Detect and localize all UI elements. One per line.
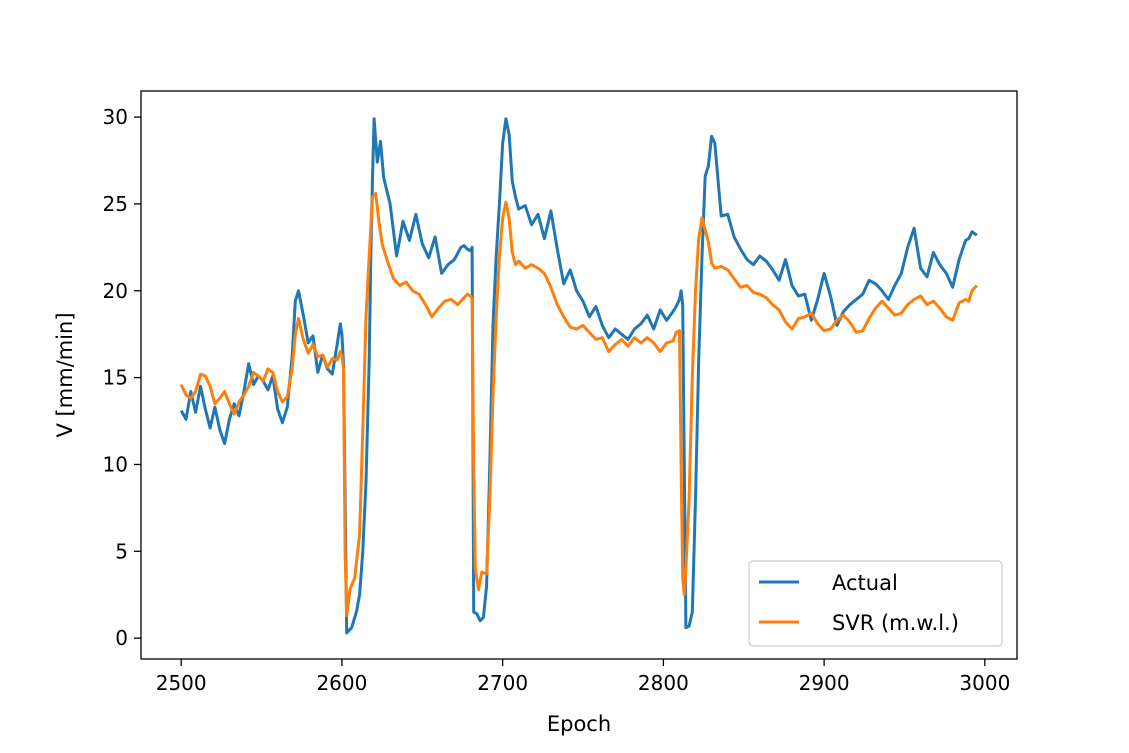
x-tick-label: 2700 xyxy=(477,671,528,695)
y-axis-label: V [mm/min] xyxy=(53,312,77,437)
y-tick-label: 0 xyxy=(115,626,128,650)
x-axis-ticks: 2500 2600 2700 2800 2900 3000 xyxy=(156,659,1010,695)
plot-frame xyxy=(140,90,1018,660)
legend-label-actual: Actual xyxy=(832,571,898,595)
x-tick-label: 2600 xyxy=(316,671,367,695)
series-line-svr xyxy=(179,192,978,618)
y-tick-label: 20 xyxy=(103,279,128,303)
y-tick-label: 5 xyxy=(115,539,128,563)
x-axis-label: Epoch xyxy=(547,712,611,736)
y-tick-label: 25 xyxy=(103,192,128,216)
y-tick-label: 30 xyxy=(103,105,128,129)
y-axis-ticks: 0 5 10 15 20 25 30 xyxy=(103,105,141,650)
legend-box xyxy=(748,560,1003,647)
series-line-actual xyxy=(179,117,978,635)
x-tick-label: 2800 xyxy=(638,671,689,695)
x-tick-label: 2900 xyxy=(799,671,850,695)
y-tick-label: 15 xyxy=(103,366,128,390)
y-tick-label: 10 xyxy=(103,452,128,476)
x-tick-label: 3000 xyxy=(959,671,1010,695)
legend-label-svr: SVR (m.w.l.) xyxy=(832,611,959,635)
x-tick-label: 2500 xyxy=(156,671,207,695)
series-lines xyxy=(179,117,978,635)
legend: Actual SVR (m.w.l.) xyxy=(748,560,1003,647)
